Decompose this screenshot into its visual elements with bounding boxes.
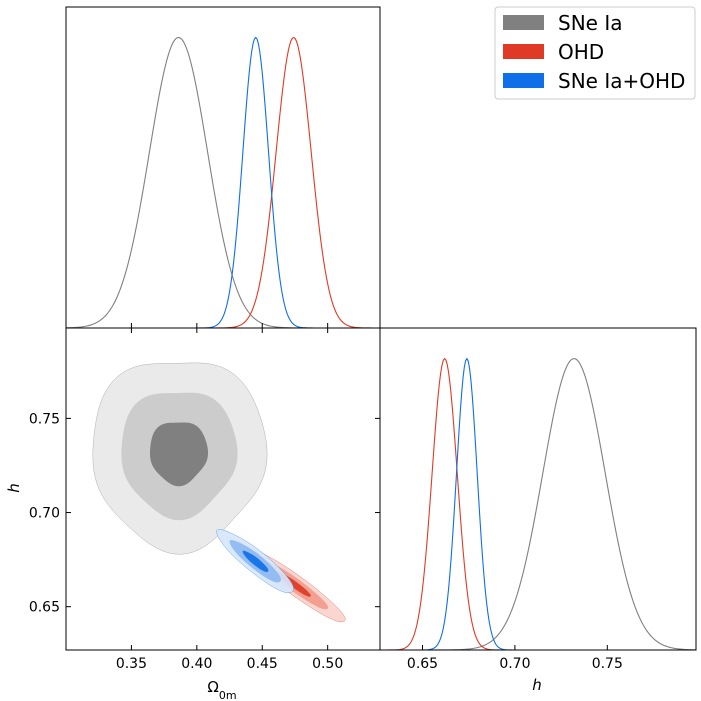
legend-frame	[494, 6, 696, 100]
omega-tick-label: 0.45	[247, 656, 278, 672]
omega-marginal-curve-1	[66, 36, 380, 328]
h-tick-label-bottom: 0.65	[407, 656, 438, 672]
h-tick-label-left: 0.65	[29, 600, 60, 616]
legend-label-1: OHD	[558, 40, 604, 64]
legend-label-0: SNe Ia	[558, 11, 622, 35]
contour-2-level-3	[242, 550, 269, 572]
panel-frame-br	[379, 327, 697, 651]
h-axis-label-bottom: h	[532, 676, 542, 694]
h-marginal-panel	[380, 357, 696, 650]
omega-axis-label: Ω0m	[207, 678, 236, 701]
omega-marginal-curve-0	[66, 36, 380, 328]
omega-tick-label: 0.50	[312, 656, 343, 672]
omega-marginal-panel	[66, 36, 380, 328]
contour-0-level-3	[149, 422, 209, 487]
omega-tick-label: 0.35	[116, 656, 147, 672]
joint-contour-panel	[92, 362, 346, 623]
h-marginal-curve-1	[380, 357, 696, 650]
legend-label-2: SNe Ia+OHD	[558, 69, 685, 93]
legend-swatch-2	[503, 73, 544, 88]
legend-swatch-0	[503, 15, 544, 30]
h-marginal-curve-0	[380, 358, 696, 650]
h-tick-label-bottom: 0.75	[592, 656, 623, 672]
omega-marginal-curve-2	[66, 36, 380, 328]
h-axis-label-left: h	[5, 483, 23, 493]
legend-swatch-1	[503, 44, 544, 59]
h-tick-label-left: 0.75	[29, 411, 60, 427]
legend: SNe Ia OHD SNe Ia+OHD	[494, 6, 696, 100]
h-marginal-curve-2	[380, 357, 696, 650]
omega-tick-label: 0.40	[181, 656, 212, 672]
h-tick-label-left: 0.70	[29, 506, 60, 522]
panel-frame-tl	[65, 6, 381, 329]
h-tick-label-bottom: 0.70	[499, 656, 530, 672]
